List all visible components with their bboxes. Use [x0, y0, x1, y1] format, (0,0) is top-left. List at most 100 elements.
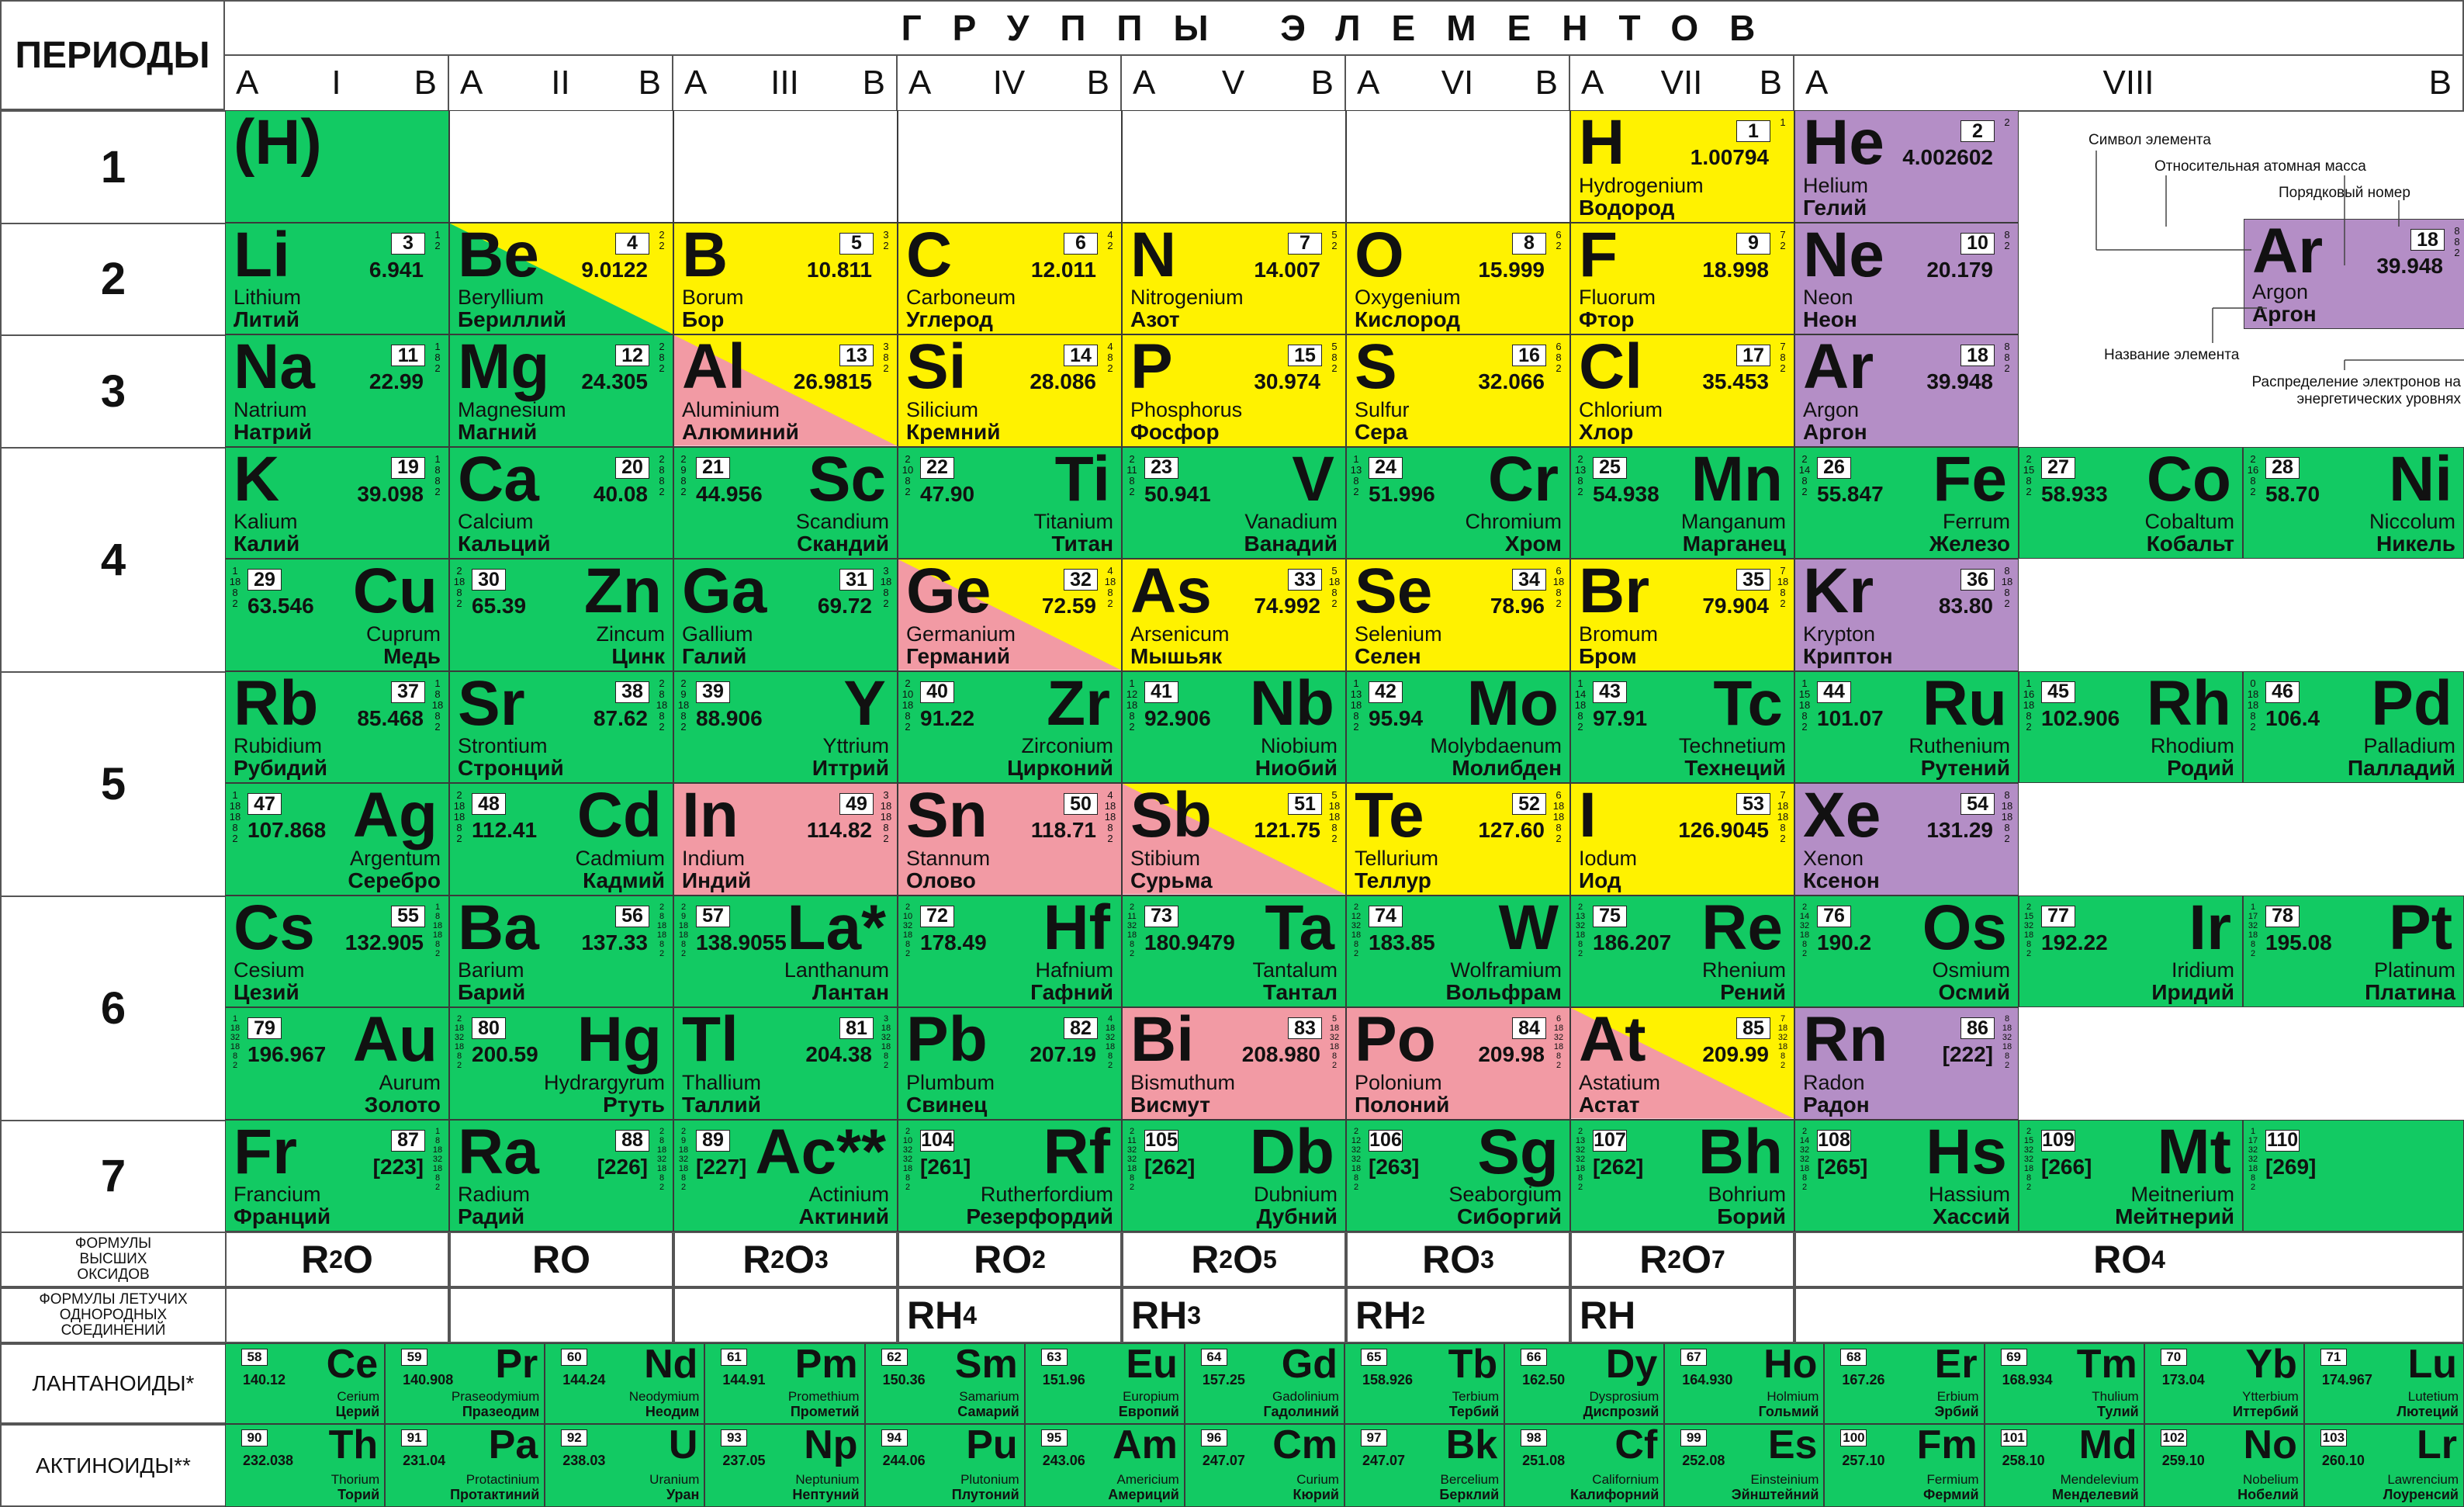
element-110: 110 [269] 1 17 32 32 18 8 2 — [2243, 1119, 2464, 1232]
atomic-mass: [266] — [2041, 1154, 2092, 1179]
element-in: In 49 114.82 3 18 18 8 2 Indium Индий — [673, 783, 898, 896]
russian-name: Иттрий — [812, 756, 889, 780]
latin-name: Ytterbium — [2242, 1389, 2299, 1404]
element-symbol: Rh — [2146, 670, 2231, 739]
russian-name: Молибден — [1452, 756, 1562, 780]
electron-shells: 1 14 18 8 2 — [1574, 677, 1587, 733]
latin-name: Phosphorus — [1130, 397, 1243, 421]
element-symbol: Tb — [1448, 1343, 1498, 1387]
latin-name: Francium — [234, 1183, 321, 1206]
atomic-number: 81 — [839, 1017, 874, 1039]
actinide-lr: Lr 103 260.10 Lawrencium Лоуренсий — [2303, 1424, 2464, 1507]
latin-name: Terbium — [1452, 1389, 1500, 1404]
element-symbol: Zn — [583, 559, 662, 626]
element-symbol: Br — [1579, 559, 1650, 626]
atomic-number: 84 — [1512, 1017, 1546, 1039]
element-symbol: Ru — [1922, 670, 2007, 739]
latin-name: Borum — [682, 286, 744, 309]
atomic-number: 33 — [1288, 569, 1322, 591]
element-li: Li 3 6.941 1 2 Lithium Литий — [225, 222, 449, 334]
electron-shells: 8 18 8 2 — [2001, 565, 2013, 609]
element-symbol: Ga — [682, 559, 767, 626]
period-7: 7 — [0, 1119, 227, 1233]
atomic-number: 28 — [2265, 456, 2300, 479]
element-symbol: K — [234, 446, 280, 514]
atomic-mass: 158.926 — [1362, 1372, 1414, 1387]
latin-name: Ferrum — [1943, 510, 2010, 533]
russian-name: Вольфрам — [1445, 980, 1562, 1004]
atomic-mass: [263] — [1369, 1154, 1420, 1179]
electron-shells: 2 10 8 2 — [902, 452, 914, 497]
atomic-mass: 150.36 — [882, 1372, 926, 1387]
element-symbol: Bh — [1697, 1119, 1783, 1187]
element-symbol: La* — [787, 895, 886, 963]
element-tl: Tl 81 204.38 3 18 32 18 8 2 Thallium Таллий — [673, 1007, 898, 1120]
atomic-number: 23 — [1144, 456, 1178, 479]
electron-shells: 0 18 18 8 2 — [2247, 677, 2259, 733]
russian-name: Протактиний — [450, 1487, 540, 1502]
element-rb: Rb 37 85.468 1 8 18 8 2 Rubidium Рубидий — [225, 670, 449, 783]
element-symbol: I — [1579, 783, 1597, 851]
element-symbol: Ho — [1763, 1343, 1818, 1387]
russian-name: Калифорний — [1570, 1487, 1659, 1502]
electron-shells: 2 9 18 8 2 — [677, 677, 690, 733]
russian-name: Титан — [1051, 532, 1113, 556]
element-p: P 15 30.974 5 8 2 Phosphorus Фосфор — [1122, 334, 1346, 447]
russian-name: Хром — [1504, 532, 1562, 556]
atomic-mass: 247.07 — [1362, 1453, 1406, 1468]
empty-cell — [898, 110, 1122, 223]
atomic-mass: 238.03 — [562, 1453, 606, 1468]
atomic-mass: 32.066 — [1478, 369, 1545, 393]
atomic-number: 43 — [1593, 681, 1627, 703]
russian-name: Серебро — [348, 868, 441, 892]
element-symbol: Mt — [2157, 1119, 2231, 1187]
electron-shells: 2 10 32 18 8 2 — [902, 902, 913, 958]
element-symbol: Hg — [576, 1007, 662, 1075]
element-symbol: Pu — [966, 1424, 1018, 1467]
atomic-number: 36 — [1960, 569, 1995, 591]
atomic-number: 2 — [1960, 120, 1995, 142]
latin-name: Aurum — [379, 1070, 441, 1094]
element-symbol: Fm — [1916, 1424, 1978, 1467]
subgroup-a-label: A — [1357, 64, 1380, 102]
latin-name: Dubnium — [1253, 1183, 1338, 1206]
russian-name: Рений — [1720, 980, 1786, 1004]
element-symbol: Pd — [2371, 670, 2452, 739]
russian-name: Хлор — [1579, 419, 1634, 444]
atomic-mass: 132.905 — [344, 930, 424, 954]
russian-name: Нобелий — [2237, 1487, 2299, 1502]
element-ge: Ge 32 72.59 4 18 8 2 Germanium Германий — [898, 559, 1122, 671]
atomic-number: 83 — [1288, 1017, 1322, 1039]
atomic-number: 24 — [1369, 456, 1403, 479]
electron-shells: 1 17 32 32 18 8 2 — [2248, 1126, 2258, 1192]
atomic-number: 100 — [1840, 1429, 1867, 1446]
latin-name: Zirconium — [1021, 734, 1113, 757]
electron-shells: 2 8 18 18 8 2 — [656, 902, 667, 958]
atomic-number: 71 — [2320, 1349, 2347, 1366]
atomic-number: 35 — [1736, 569, 1770, 591]
element-n: N 7 14.007 5 2 Nitrogenium Азот — [1122, 222, 1346, 334]
russian-name: Лютеций — [2397, 1404, 2459, 1419]
electron-shells: 2 13 32 32 18 8 2 — [1575, 1126, 1586, 1192]
atomic-mass: 131.29 — [1926, 818, 1993, 842]
actinide-am: Am 95 243.06 Americium Америций — [1024, 1424, 1185, 1507]
subgroup-iv: A IV B — [896, 54, 1122, 112]
russian-name: Хассий — [1933, 1204, 2010, 1228]
latin-name: Yttrium — [822, 734, 889, 757]
element-xe: Xe 54 131.29 8 18 18 8 2 Xenon Ксенон — [1794, 783, 2019, 896]
element-symbol: Md — [2078, 1424, 2137, 1467]
russian-name: Цезий — [234, 980, 299, 1004]
atomic-number: 42 — [1369, 681, 1403, 703]
electron-shells: 2 11 8 2 — [1126, 452, 1137, 497]
element-symbol: Os — [1922, 895, 2007, 963]
subgroup-ii: A II B — [448, 54, 673, 112]
element-ar: Ar 18 39.948 8 8 2 Argon Аргон — [1794, 334, 2019, 447]
element-al: Al 13 26.9815 3 8 2 Aluminium Алюминий — [673, 334, 898, 447]
latin-name: Iodum — [1579, 846, 1638, 870]
russian-name: Европий — [1118, 1404, 1179, 1419]
electron-shells: 3 18 18 8 2 — [880, 789, 892, 844]
actinide-fm: Fm 100 257.10 Fermium Фермий — [1824, 1424, 1985, 1507]
